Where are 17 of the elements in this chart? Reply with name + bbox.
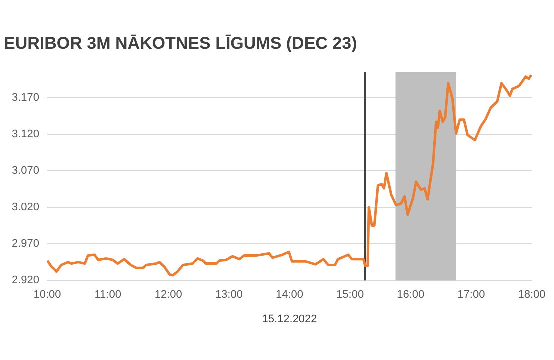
y-tick-label: 3.120: [12, 128, 40, 141]
y-tick-label: 2.920: [12, 274, 40, 287]
x-tick-label: 12:00: [154, 289, 182, 302]
x-tick-label: 14:00: [276, 289, 304, 302]
x-axis-title: 15.12.2022: [262, 313, 318, 326]
x-tick-label: 17:00: [458, 289, 486, 302]
y-tick-label: 3.020: [12, 202, 40, 214]
y-tick-label: 3.170: [12, 92, 40, 104]
y-tick-label: 2.970: [12, 238, 40, 250]
x-tick-label: 11:00: [94, 289, 122, 302]
x-tick-label: 16:00: [397, 289, 425, 302]
x-tick-label: 13:00: [215, 289, 243, 302]
y-tick-label: 3.070: [12, 165, 40, 178]
x-tick-label: 15:00: [336, 289, 364, 302]
chart-title: EURIBOR 3M NĀKOTNES LĪGUMS (DEC 23): [4, 34, 358, 53]
x-tick-label: 18:00: [518, 289, 546, 302]
x-tick-label: 10:00: [34, 289, 62, 302]
